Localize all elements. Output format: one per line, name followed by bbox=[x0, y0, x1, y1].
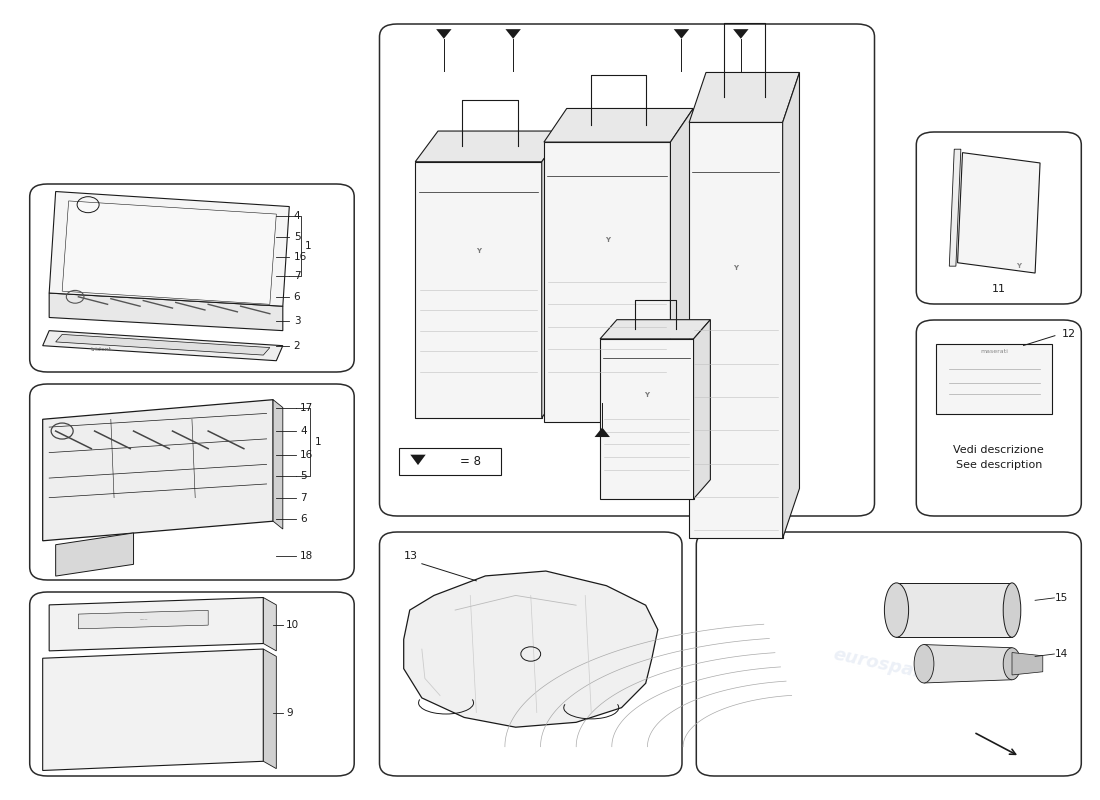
Polygon shape bbox=[56, 334, 270, 355]
Text: 5: 5 bbox=[294, 232, 300, 242]
Polygon shape bbox=[505, 29, 521, 38]
Polygon shape bbox=[689, 122, 783, 538]
Text: eurospares: eurospares bbox=[473, 646, 588, 687]
Polygon shape bbox=[273, 400, 283, 529]
Bar bbox=[399, 448, 501, 475]
Text: 13: 13 bbox=[404, 551, 418, 562]
Polygon shape bbox=[1012, 653, 1043, 675]
Polygon shape bbox=[544, 142, 671, 422]
Polygon shape bbox=[924, 645, 1012, 683]
Text: 11: 11 bbox=[992, 283, 1005, 294]
Text: 5: 5 bbox=[300, 471, 307, 481]
Polygon shape bbox=[594, 427, 609, 437]
Polygon shape bbox=[541, 131, 564, 418]
FancyBboxPatch shape bbox=[696, 532, 1081, 776]
Polygon shape bbox=[56, 533, 133, 576]
Text: 16: 16 bbox=[300, 450, 313, 459]
Polygon shape bbox=[50, 598, 263, 651]
Text: 15: 15 bbox=[1054, 593, 1068, 603]
Polygon shape bbox=[43, 400, 273, 541]
Text: 3: 3 bbox=[294, 316, 300, 326]
Text: 12: 12 bbox=[1062, 329, 1076, 338]
Text: ___: ___ bbox=[139, 615, 147, 620]
Polygon shape bbox=[416, 162, 541, 418]
Polygon shape bbox=[43, 649, 263, 770]
Text: 2: 2 bbox=[294, 341, 300, 350]
Text: maserati: maserati bbox=[980, 349, 1008, 354]
Text: 4: 4 bbox=[294, 211, 300, 221]
Polygon shape bbox=[689, 73, 800, 122]
Text: eurospares: eurospares bbox=[832, 646, 946, 687]
Polygon shape bbox=[78, 610, 208, 629]
Polygon shape bbox=[673, 29, 689, 38]
Polygon shape bbox=[43, 330, 283, 361]
Polygon shape bbox=[601, 320, 711, 339]
Polygon shape bbox=[50, 191, 289, 306]
Text: Y: Y bbox=[476, 248, 481, 254]
Polygon shape bbox=[783, 73, 800, 538]
Text: 4: 4 bbox=[300, 426, 307, 436]
Text: Vedi descrizione
See description: Vedi descrizione See description bbox=[954, 445, 1044, 470]
Polygon shape bbox=[601, 339, 693, 499]
Text: 16: 16 bbox=[294, 252, 307, 262]
FancyBboxPatch shape bbox=[379, 532, 682, 776]
Text: Y: Y bbox=[1016, 263, 1021, 269]
Text: eurospares: eurospares bbox=[139, 472, 245, 511]
Text: 1: 1 bbox=[315, 437, 321, 447]
Polygon shape bbox=[263, 649, 276, 769]
FancyBboxPatch shape bbox=[30, 384, 354, 580]
Text: Y: Y bbox=[734, 265, 738, 271]
Polygon shape bbox=[410, 454, 426, 465]
Polygon shape bbox=[416, 131, 564, 162]
Ellipse shape bbox=[1003, 583, 1021, 638]
Polygon shape bbox=[544, 109, 693, 142]
FancyBboxPatch shape bbox=[379, 24, 874, 516]
FancyBboxPatch shape bbox=[30, 184, 354, 372]
Polygon shape bbox=[404, 571, 658, 727]
Text: 6: 6 bbox=[300, 514, 307, 524]
Text: eurospares: eurospares bbox=[143, 676, 241, 710]
FancyBboxPatch shape bbox=[916, 132, 1081, 304]
Polygon shape bbox=[733, 29, 748, 38]
Text: trident: trident bbox=[90, 347, 112, 352]
FancyBboxPatch shape bbox=[30, 592, 354, 776]
Text: 9: 9 bbox=[286, 709, 293, 718]
Polygon shape bbox=[693, 320, 711, 499]
Text: eurospares: eurospares bbox=[139, 268, 245, 307]
Ellipse shape bbox=[884, 583, 909, 638]
Text: 7: 7 bbox=[300, 493, 307, 502]
Text: 10: 10 bbox=[286, 620, 299, 630]
Polygon shape bbox=[436, 29, 451, 38]
Text: 14: 14 bbox=[1054, 649, 1068, 659]
Polygon shape bbox=[896, 583, 1012, 638]
Text: 17: 17 bbox=[300, 402, 313, 413]
Polygon shape bbox=[949, 149, 961, 266]
Ellipse shape bbox=[1003, 648, 1021, 680]
Text: = 8: = 8 bbox=[460, 455, 481, 468]
Text: Y: Y bbox=[605, 237, 609, 243]
Polygon shape bbox=[671, 109, 693, 422]
Text: 6: 6 bbox=[294, 292, 300, 302]
Polygon shape bbox=[957, 153, 1041, 273]
Text: eurospares: eurospares bbox=[547, 266, 707, 322]
Polygon shape bbox=[50, 293, 283, 330]
Polygon shape bbox=[62, 201, 276, 304]
FancyBboxPatch shape bbox=[916, 320, 1081, 516]
Polygon shape bbox=[263, 598, 276, 651]
Text: 18: 18 bbox=[300, 551, 313, 562]
Text: 7: 7 bbox=[294, 271, 300, 281]
Polygon shape bbox=[936, 343, 1052, 414]
Text: Y: Y bbox=[645, 392, 649, 398]
Text: 1: 1 bbox=[305, 241, 311, 251]
Ellipse shape bbox=[914, 645, 934, 683]
